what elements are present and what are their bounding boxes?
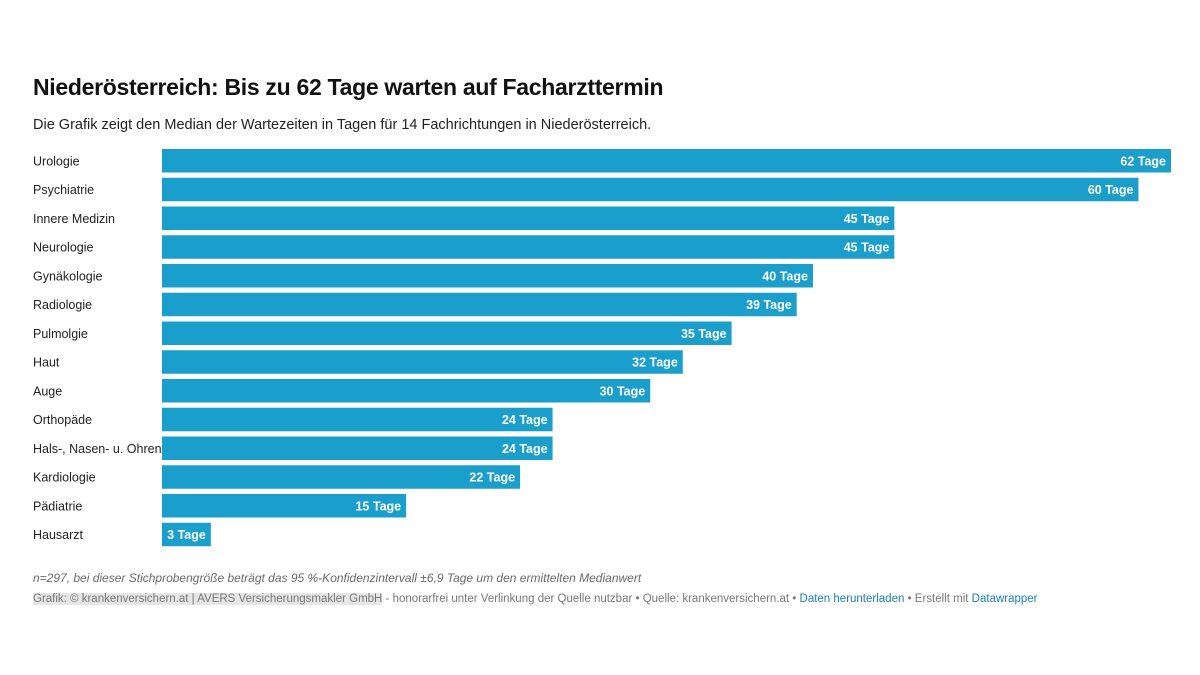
- category-label: Kardiologie: [33, 471, 96, 485]
- bar: [162, 350, 683, 374]
- chart-footer: Grafik: © krankenversichern.at | AVERS V…: [33, 593, 1038, 605]
- bar-value-label: 39 Tage: [746, 298, 792, 312]
- bar-value-label: 24 Tage: [502, 442, 548, 456]
- footer-license: - honorarfrei unter Verlinkung der Quell…: [382, 593, 800, 605]
- bar-value-label: 30 Tage: [600, 384, 646, 398]
- bar: [162, 465, 521, 489]
- chart-subtitle: Die Grafik zeigt den Median der Wartezei…: [33, 117, 652, 133]
- footer-made-with: • Erstellt mit: [904, 593, 972, 605]
- bar: [162, 436, 553, 460]
- bar: [162, 321, 732, 345]
- bar: [162, 522, 211, 547]
- chart-title: Niederösterreich: Bis zu 62 Tage warten …: [33, 74, 664, 100]
- category-label: Pulmolgie: [33, 327, 88, 341]
- bar: [162, 235, 895, 259]
- category-label: Radiologie: [33, 298, 92, 312]
- bar-value-label: 15 Tage: [355, 499, 401, 513]
- bar: [162, 177, 1139, 202]
- bar-value-label: 32 Tage: [632, 356, 678, 370]
- bar: [162, 379, 651, 403]
- category-label: Hals-, Nasen- u. Ohren: [33, 442, 162, 456]
- bar: [162, 407, 553, 432]
- category-label: Orthopäde: [33, 413, 92, 427]
- category-label: Pädiatrie: [33, 499, 82, 513]
- bar: [162, 149, 1171, 173]
- footer-credit: Grafik: © krankenversichern.at | AVERS V…: [33, 593, 383, 605]
- bar-value-label: 22 Tage: [469, 471, 515, 485]
- bar-value-label: 3 Tage: [167, 528, 206, 542]
- bar-chart: Urologie 62 Tage Psychiatrie 60 Tage Innere …: [33, 149, 1171, 547]
- bar-value-label: 24 Tage: [502, 413, 548, 427]
- bar-value-label: 35 Tage: [681, 327, 727, 341]
- category-label: Innere Medizin: [33, 212, 115, 226]
- bar-value-label: 60 Tage: [1088, 183, 1134, 197]
- bar-value-label: 45 Tage: [844, 212, 890, 226]
- category-label: Urologie: [33, 154, 80, 168]
- category-label: Hausarzt: [33, 528, 84, 542]
- bar: [162, 292, 797, 317]
- bar: [162, 206, 895, 230]
- category-label: Auge: [33, 384, 62, 398]
- datawrapper-link[interactable]: Datawrapper: [971, 593, 1038, 605]
- chart-note: n=297, bei dieser Stichprobengröße beträ…: [33, 571, 642, 585]
- bar-value-label: 45 Tage: [844, 241, 890, 255]
- category-label: Haut: [33, 356, 60, 370]
- category-label: Gynäkologie: [33, 269, 103, 283]
- bar-value-label: 40 Tage: [762, 269, 808, 283]
- bar: [162, 264, 813, 288]
- category-label: Neurologie: [33, 241, 94, 255]
- bar-value-label: 62 Tage: [1120, 154, 1166, 168]
- download-data-link[interactable]: Daten herunterladen: [799, 593, 905, 605]
- category-label: Psychiatrie: [33, 183, 94, 197]
- bar: [162, 494, 407, 518]
